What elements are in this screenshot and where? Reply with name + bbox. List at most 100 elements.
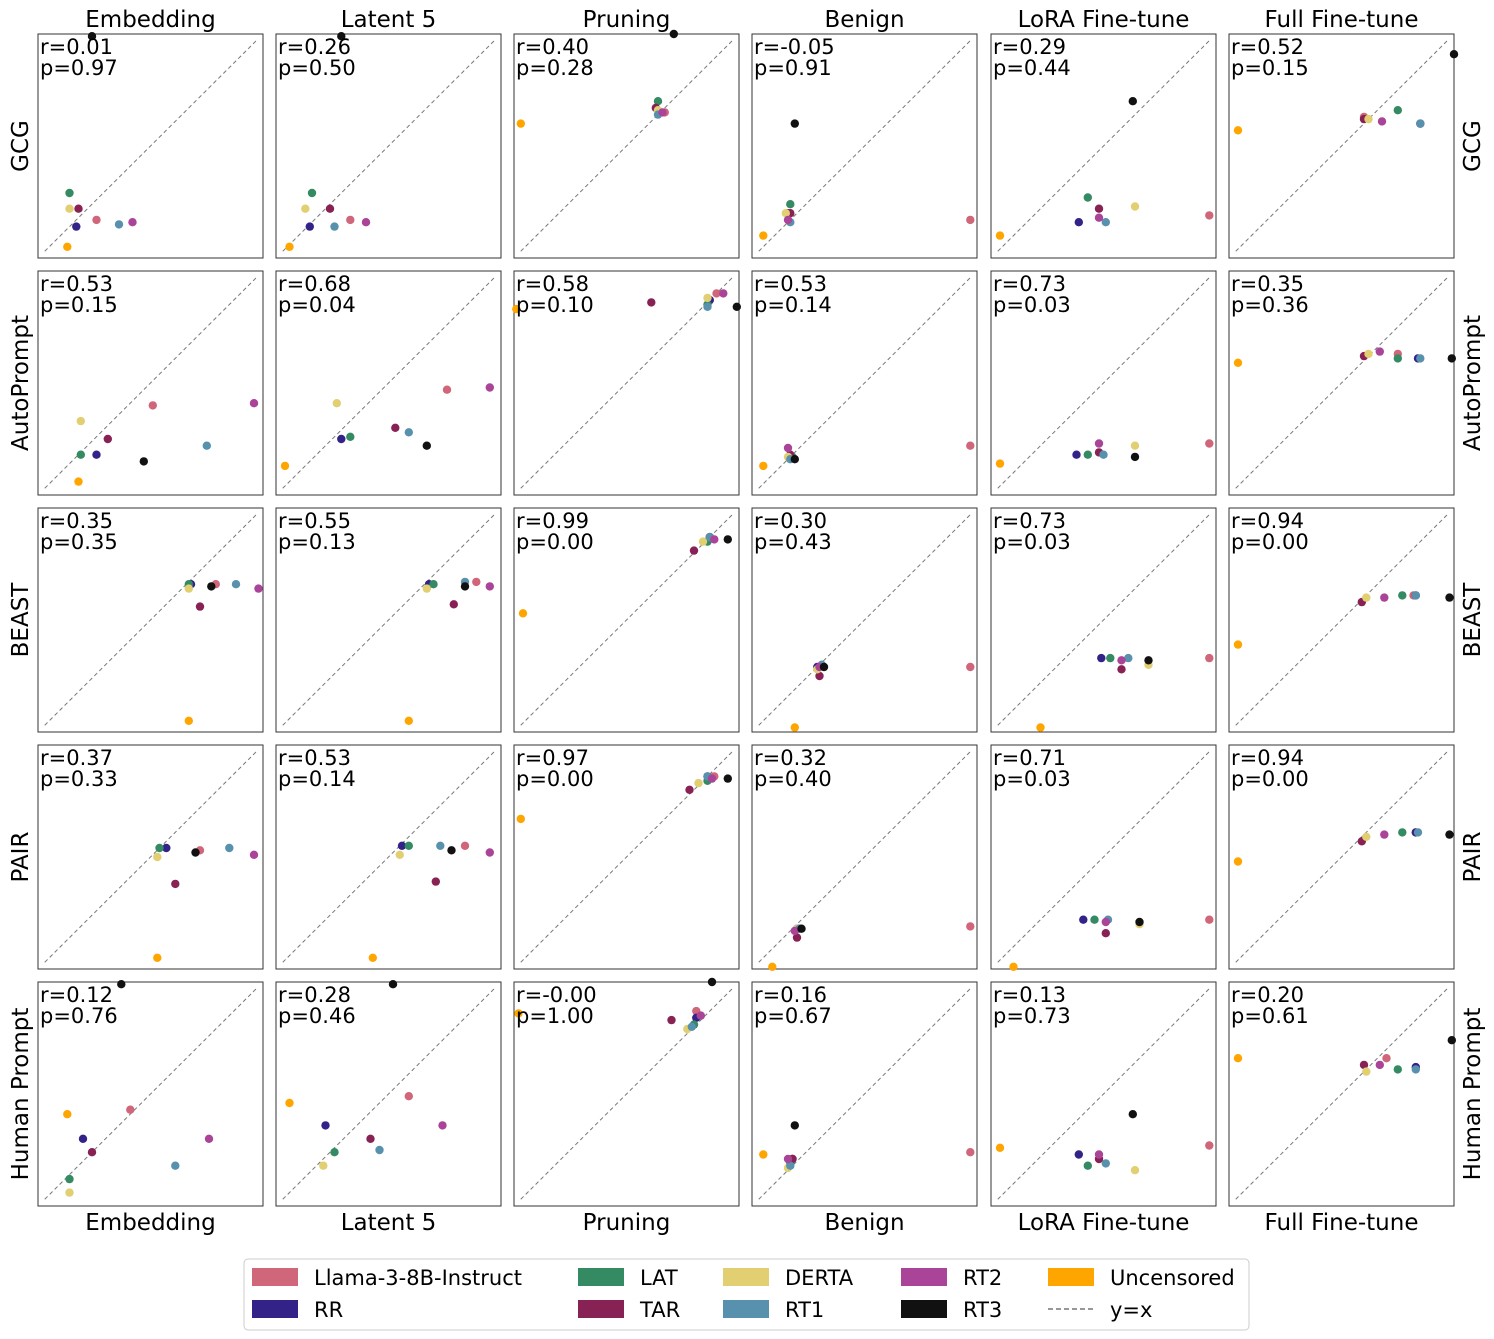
point-rt3 [1445, 830, 1454, 839]
point-rt1 [1099, 450, 1108, 459]
row-label-right: BEAST [1460, 582, 1486, 658]
stat-r-text: r=0.53 [278, 746, 351, 770]
point-rr [162, 843, 171, 853]
stat-p-text: p=0.50 [278, 56, 356, 80]
point-tar [103, 434, 113, 444]
row-label-right: AutoPrompt [1460, 315, 1486, 451]
point-uncensored [518, 609, 528, 618]
point-rt2 [1375, 1060, 1385, 1070]
point-rt3 [1447, 354, 1457, 363]
point-lat [1090, 915, 1099, 924]
point-rt3 [797, 924, 806, 933]
point-uncensored [63, 1110, 72, 1119]
point-tar [689, 546, 699, 555]
point-llama-3-8b-instruct [1382, 1054, 1391, 1063]
point-rt3 [422, 441, 431, 450]
point-uncensored [995, 231, 1005, 240]
identity-line [1235, 277, 1448, 489]
point-tar [792, 933, 802, 942]
point-lat [65, 1174, 74, 1184]
point-lat [155, 843, 164, 853]
point-rt3 [790, 1121, 799, 1130]
column-title: Embedding [85, 7, 215, 33]
identity-line [282, 40, 495, 252]
point-rt2 [249, 399, 259, 408]
stat-r-text: r=0.97 [516, 746, 589, 770]
legend-swatch [578, 1268, 624, 1286]
panel-pair-benign: r=0.32p=0.40 [751, 744, 978, 971]
point-rt2 [204, 1134, 214, 1144]
row-left-labels: GCG AutoPrompt BEAST PAIR Human Prompt [8, 120, 34, 1180]
point-llama-3-8b-instruct [1205, 1141, 1214, 1150]
panel-beast-pruning: r=0.99p=0.00 [513, 507, 740, 733]
point-llama-3-8b-instruct [712, 289, 721, 298]
point-derta [1362, 593, 1371, 602]
stat-p-text: p=0.00 [1231, 767, 1309, 791]
identity-line [282, 751, 495, 963]
point-rt3 [669, 29, 678, 39]
stat-r-text: r=0.71 [993, 746, 1066, 770]
point-rt2 [783, 215, 793, 225]
point-tar [815, 671, 824, 681]
identity-line [1235, 514, 1448, 726]
legend-item-rt2: RT2 [901, 1266, 1002, 1290]
legend-label: RT1 [785, 1298, 824, 1322]
point-rt2 [361, 218, 371, 227]
point-derta [184, 584, 193, 593]
legend-item-tar: TAR [578, 1298, 680, 1322]
point-rt2 [1377, 117, 1387, 126]
point-rt1 [1124, 653, 1133, 663]
point-rr [321, 1121, 330, 1130]
stat-p-text: p=0.28 [516, 56, 594, 80]
point-derta [395, 850, 404, 859]
point-rt2 [485, 582, 494, 591]
panel-beast-benign: r=0.30p=0.43 [751, 507, 978, 733]
point-uncensored [285, 1098, 294, 1108]
point-tar [1117, 665, 1126, 674]
point-llama-3-8b-instruct [966, 215, 975, 225]
point-rt3 [117, 980, 126, 989]
point-uncensored [1233, 358, 1243, 367]
panel-gcg-benign: r=-0.05p=0.91 [751, 33, 978, 259]
panel-gcg-lora-fine-tune: r=0.29p=0.44 [990, 33, 1217, 259]
point-rr [1072, 450, 1081, 459]
point-rt3 [447, 846, 456, 855]
point-rt3 [1449, 50, 1459, 59]
point-rr [1097, 653, 1106, 663]
point-rr [1079, 915, 1088, 924]
row-right-labels: GCG AutoPrompt BEAST PAIR Human Prompt [1460, 120, 1486, 1180]
point-rt3 [790, 455, 799, 464]
stat-r-text: r=0.37 [40, 746, 113, 770]
identity-line [44, 514, 257, 726]
point-rt1 [202, 441, 211, 450]
point-lat [330, 1148, 339, 1157]
point-uncensored [995, 1143, 1005, 1153]
point-uncensored [1036, 723, 1045, 732]
y-axis-label: GCG [8, 120, 34, 172]
identity-line [997, 40, 1210, 252]
stat-p-text: p=0.13 [278, 530, 356, 554]
point-lat [1083, 193, 1093, 202]
row-label-right: PAIR [1460, 832, 1486, 883]
point-derta [153, 852, 162, 862]
point-rt1 [171, 1161, 180, 1170]
point-rt3 [87, 32, 97, 41]
point-uncensored [153, 953, 162, 962]
legend-item-lat: LAT [578, 1266, 678, 1290]
stat-p-text: p=0.40 [754, 767, 832, 791]
point-derta [65, 1188, 74, 1197]
panel-beast-full-fine-tune: r=0.94p=0.00 [1228, 507, 1455, 733]
point-rr [92, 450, 101, 459]
point-derta [76, 416, 86, 426]
stat-r-text: r=0.94 [1231, 746, 1304, 770]
point-derta [703, 293, 712, 303]
point-rt2 [710, 535, 719, 544]
point-rr [305, 222, 314, 231]
legend-swatch [901, 1300, 947, 1318]
point-rt3 [1128, 1110, 1138, 1119]
point-derta [332, 399, 341, 408]
column-titles: Embedding Latent 5 Pruning Benign LoRA Fine-… [85, 7, 1418, 33]
legend-swatch [252, 1268, 298, 1286]
stat-r-text: r=0.30 [754, 509, 827, 533]
panels-layer: r=0.01p=0.97r=0.26p=0.50r=0.40p=0.28r=-0… [37, 29, 1459, 1207]
